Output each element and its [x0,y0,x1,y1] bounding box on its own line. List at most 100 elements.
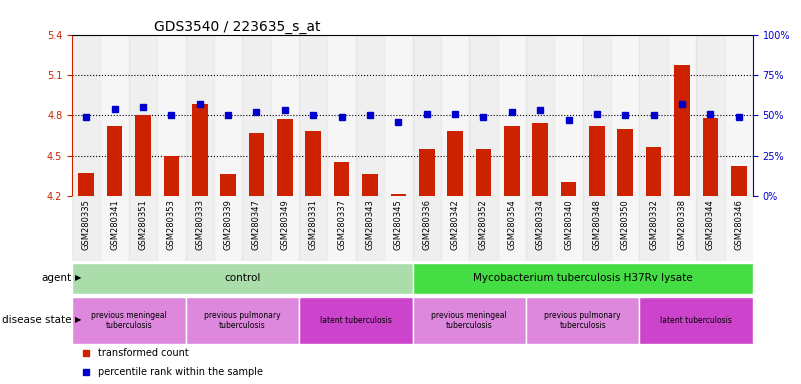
Bar [299,35,328,196]
Bar [100,196,129,261]
Bar [611,196,639,261]
Bar [391,195,406,196]
Bar [107,126,123,196]
Bar [639,196,668,261]
Text: GSM280342: GSM280342 [451,199,460,250]
Text: GSM280334: GSM280334 [536,199,545,250]
Bar [725,196,753,261]
Bar [497,35,526,196]
Bar [72,263,413,294]
Bar [242,196,271,261]
Bar [554,196,582,261]
Bar [611,35,639,196]
Text: GSM280337: GSM280337 [337,199,346,250]
Bar [533,123,548,196]
Text: GSM280349: GSM280349 [280,199,289,250]
Text: GSM280333: GSM280333 [195,199,204,250]
Bar [384,35,413,196]
Text: GSM280345: GSM280345 [394,199,403,250]
Text: GSM280354: GSM280354 [507,199,517,250]
Text: GSM280351: GSM280351 [139,199,147,250]
Bar [299,297,413,344]
Bar [696,196,725,261]
Text: transformed count: transformed count [98,348,189,358]
Bar [328,35,356,196]
Text: GSM280338: GSM280338 [678,199,686,250]
Text: agent: agent [41,273,71,283]
Bar [362,174,378,196]
Bar [135,115,151,196]
Bar [186,196,214,261]
Text: control: control [224,273,260,283]
Text: GSM280339: GSM280339 [223,199,232,250]
Bar [476,149,491,196]
Bar [696,35,725,196]
Bar [469,196,497,261]
Text: ▶: ▶ [74,273,81,282]
Bar [526,297,639,344]
Text: GSM280340: GSM280340 [564,199,573,250]
Text: previous pulmonary
tuberculosis: previous pulmonary tuberculosis [545,311,621,330]
Bar [447,131,463,196]
Text: GSM280341: GSM280341 [111,199,119,250]
Bar [277,119,292,196]
Bar [334,162,349,196]
Bar [328,196,356,261]
Bar [639,297,753,344]
Bar [356,196,384,261]
Bar [497,196,526,261]
Bar [129,35,157,196]
Text: GDS3540 / 223635_s_at: GDS3540 / 223635_s_at [154,20,320,33]
Text: GSM280336: GSM280336 [422,199,431,250]
Bar [526,35,554,196]
Text: GSM280346: GSM280346 [735,199,743,250]
Bar [725,35,753,196]
Bar [157,35,186,196]
Bar [305,131,321,196]
Bar [441,35,469,196]
Bar [674,66,690,196]
Text: GSM280335: GSM280335 [82,199,91,250]
Bar [186,297,299,344]
Text: GSM280331: GSM280331 [308,199,318,250]
Text: previous pulmonary
tuberculosis: previous pulmonary tuberculosis [204,311,280,330]
Bar [413,35,441,196]
Bar [214,196,242,261]
Bar [668,35,696,196]
Bar [469,35,497,196]
Bar [192,104,207,196]
Bar [72,297,186,344]
Bar [72,196,100,261]
Bar [526,196,554,261]
Bar [413,297,526,344]
Bar [702,118,718,196]
Bar [384,196,413,261]
Text: GSM280332: GSM280332 [649,199,658,250]
Bar [129,196,157,261]
Bar [78,173,94,196]
Bar [582,35,611,196]
Text: latent tuberculosis: latent tuberculosis [660,316,732,325]
Bar [214,35,242,196]
Bar [561,182,577,196]
Bar [441,196,469,261]
Bar [504,126,520,196]
Bar [413,196,441,261]
Text: GSM280352: GSM280352 [479,199,488,250]
Bar [242,35,271,196]
Text: disease state: disease state [2,314,71,324]
Bar [220,174,236,196]
Bar [731,166,747,196]
Text: GSM280353: GSM280353 [167,199,176,250]
Text: percentile rank within the sample: percentile rank within the sample [98,366,263,377]
Bar [271,35,299,196]
Bar [186,35,214,196]
Text: GSM280350: GSM280350 [621,199,630,250]
Text: GSM280344: GSM280344 [706,199,714,250]
Text: ▶: ▶ [74,315,81,324]
Bar [271,196,299,261]
Bar [413,263,753,294]
Text: Mycobacterium tuberculosis H37Rv lysate: Mycobacterium tuberculosis H37Rv lysate [473,273,693,283]
Bar [618,129,633,196]
Bar [646,147,662,196]
